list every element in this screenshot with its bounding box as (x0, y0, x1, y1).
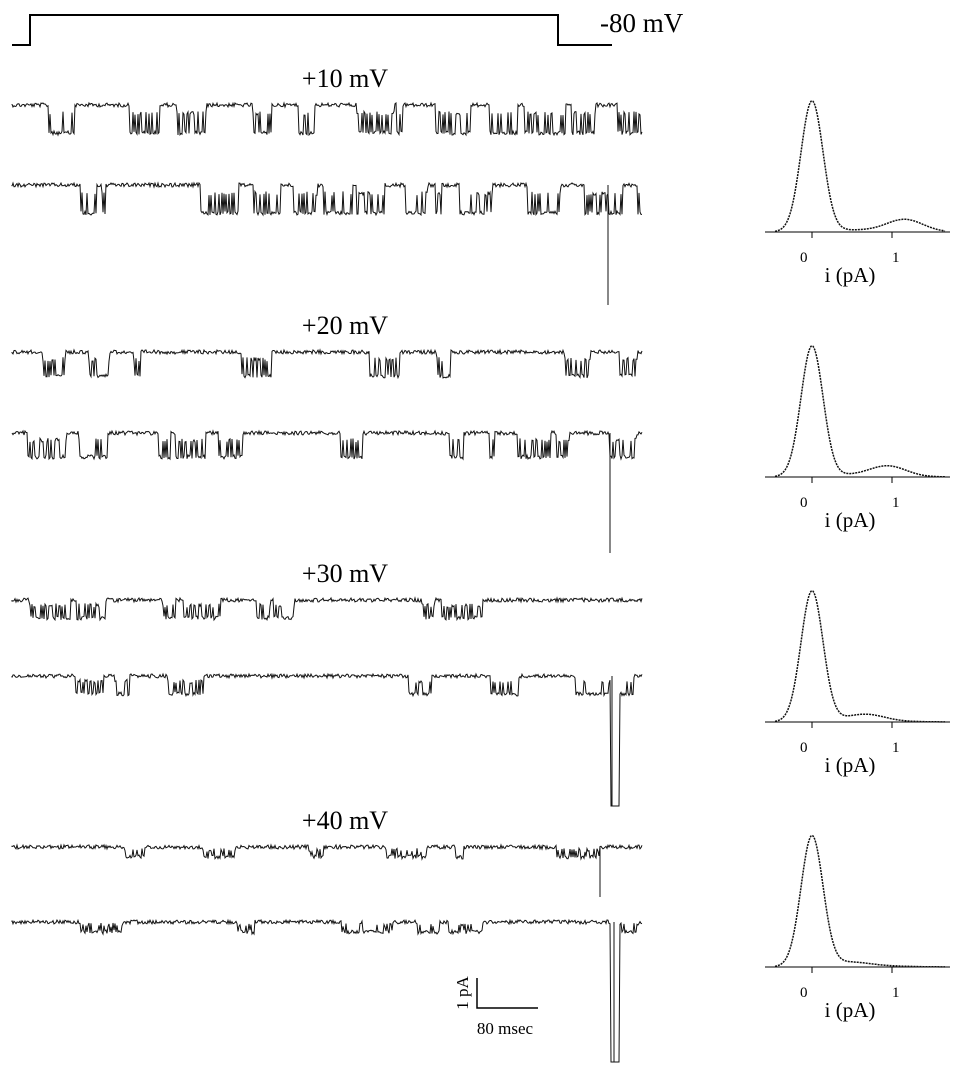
current-trace (11, 181, 642, 305)
histogram-tick-label: 0 (800, 740, 808, 756)
panel: +40 mV 0 1 i (pA) (11, 806, 950, 1063)
histogram-tick-label: 0 (800, 985, 808, 1001)
histogram-tick (811, 967, 893, 973)
voltage-protocol (12, 14, 612, 46)
scale-bar-lines (476, 978, 538, 1009)
histogram-tick (811, 477, 893, 483)
scale-current: 1 pA (453, 976, 472, 1010)
histogram-tick-label: 1 (892, 740, 900, 756)
voltage-label: +40 mV (302, 806, 388, 835)
histogram-tick (811, 722, 893, 728)
voltage-label: +20 mV (302, 311, 388, 340)
histogram-xlabel: i (pA) (825, 998, 876, 1022)
current-trace (11, 348, 643, 380)
histogram-xlabel: i (pA) (825, 753, 876, 777)
panel: +10 mV 0 1 i (pA) (11, 64, 950, 305)
voltage-label: +10 mV (302, 64, 388, 93)
histogram-tick-label: 0 (800, 495, 808, 511)
scale-bar: 1 pA 80 msec (453, 976, 538, 1038)
histogram-curve (774, 99, 946, 232)
histogram-tick (811, 232, 893, 238)
current-trace (11, 918, 643, 1063)
histogram-tick-label: 0 (800, 250, 808, 266)
voltage-label: +30 mV (302, 559, 388, 588)
histogram-curve (774, 344, 945, 478)
histogram-xlabel: i (pA) (825, 508, 876, 532)
histogram-tick-label: 1 (892, 495, 900, 511)
current-trace (11, 596, 643, 622)
panel: +20 mV 0 1 i (pA) (11, 311, 950, 553)
histogram-curve (774, 834, 945, 968)
histogram-tick-label: 1 (892, 250, 900, 266)
current-trace (11, 843, 643, 897)
histogram-tick-label: 1 (892, 985, 900, 1001)
holding-label: -80 mV (600, 8, 684, 38)
histogram-curve (774, 589, 945, 723)
current-trace (11, 101, 643, 137)
panel: +30 mV 0 1 i (pA) (11, 559, 950, 807)
histogram-xlabel: i (pA) (825, 263, 876, 287)
current-trace (11, 429, 643, 553)
scale-time: 80 msec (477, 1019, 534, 1038)
current-trace (11, 672, 643, 807)
